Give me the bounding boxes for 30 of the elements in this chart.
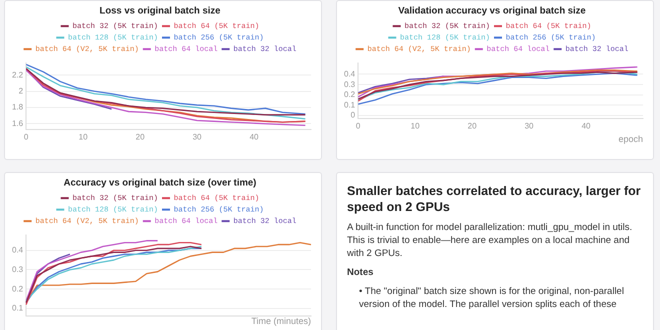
text: A built-in function for model parallelization: mutli_gpu_model in utils. This is trivial to enable—here are examples on a local machine and with 2 GPUs. bbox=[347, 221, 634, 260]
x-axis-title: Time (minutes) bbox=[251, 316, 311, 326]
text: Notes bbox=[347, 266, 374, 279]
x-tick-label: 30 bbox=[192, 132, 202, 142]
x-tick-label: 40 bbox=[250, 132, 260, 142]
y-tick-label: 0.4 bbox=[344, 69, 356, 78]
x-tick-label: 40 bbox=[582, 122, 592, 131]
x-axis-title: epoch bbox=[618, 134, 643, 144]
x-tick-label: 20 bbox=[136, 132, 146, 142]
y-tick-label: 0 bbox=[350, 110, 356, 120]
y-tick-label: 1.6 bbox=[12, 118, 24, 128]
y-tick-label: 0.1 bbox=[344, 100, 356, 110]
y-tick-label: 2 bbox=[18, 86, 24, 96]
x-tick-label: 20 bbox=[468, 122, 478, 131]
chart-title: Loss vs original batch size bbox=[100, 5, 220, 16]
y-tick-label: 0.3 bbox=[344, 80, 356, 89]
y-tick-label: 0.4 bbox=[12, 246, 24, 255]
x-tick-label: 10 bbox=[78, 132, 88, 142]
chart-title: Validation accuracy vs original batch size bbox=[398, 5, 586, 16]
text: Smaller batches correlated to accuracy, larger for speed on 2 GPUs bbox=[347, 183, 642, 215]
y-tick-label: 0.2 bbox=[344, 90, 356, 100]
y-tick-label: 0.3 bbox=[12, 264, 24, 274]
text: • The "original" batch size shown is for the original, non-parallel version of the model. The parallel version splits each of these bbox=[359, 285, 625, 311]
y-tick-label: 2.2 bbox=[12, 70, 24, 80]
y-tick-label: 1.8 bbox=[12, 102, 24, 112]
y-tick-label: 0.2 bbox=[12, 284, 24, 294]
x-tick-label: 30 bbox=[524, 122, 534, 131]
x-tick-label: 10 bbox=[410, 122, 420, 131]
chart-title: Accuracy vs original batch size (over time) bbox=[64, 177, 256, 188]
y-tick-label: 0.1 bbox=[12, 304, 24, 313]
